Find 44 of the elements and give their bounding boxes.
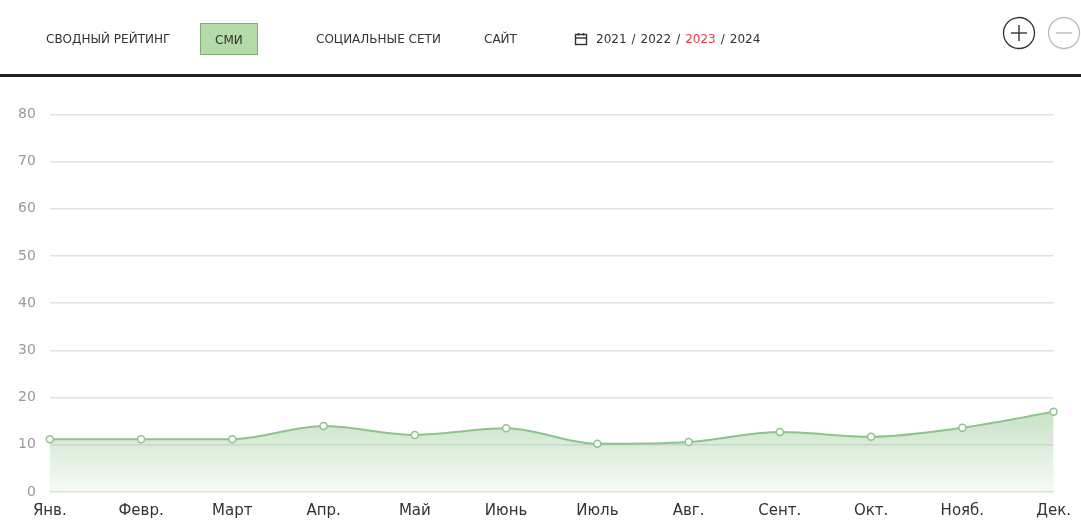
point — [775, 427, 785, 437]
x-tick-label: Апр. — [306, 500, 341, 519]
y-tick-label: 0 — [26, 482, 36, 499]
text: / — [720, 32, 725, 46]
text: 2024 — [729, 32, 761, 46]
x-tick-label: Нояб. — [940, 500, 985, 519]
text: СМИ — [200, 23, 258, 55]
point — [593, 439, 602, 449]
y-tick-label: 70 — [17, 152, 36, 169]
x-tick-label: Янв. — [32, 500, 67, 519]
y-tick-label: 10 — [17, 435, 36, 452]
text: САЙТ — [483, 30, 518, 48]
point — [684, 437, 693, 447]
point — [228, 434, 237, 444]
y-tick-label: 60 — [17, 199, 36, 216]
text: 2021 — [596, 32, 627, 46]
point — [1049, 407, 1058, 417]
text: 2023 — [685, 32, 716, 46]
x-tick-label: Июнь — [484, 500, 528, 519]
point — [319, 421, 328, 431]
point — [410, 430, 420, 440]
text: СОЦИАЛЬНЫЕ СЕТИ — [315, 31, 442, 48]
y-tick-label: 20 — [17, 388, 36, 405]
y-tick-label: 30 — [17, 341, 36, 358]
y-tick-label: 50 — [17, 246, 36, 263]
point — [958, 423, 967, 433]
x-tick-label: Февр. — [118, 500, 164, 519]
point — [501, 424, 511, 433]
point — [136, 434, 146, 444]
y-tick-label: 80 — [17, 105, 36, 122]
text: / — [676, 32, 681, 46]
x-tick-label: Март — [212, 500, 253, 519]
x-tick-label: Сент. — [758, 500, 802, 519]
x-tick-label: Авг. — [672, 500, 705, 519]
point — [45, 434, 55, 444]
x-tick-label: Окт. — [853, 500, 889, 519]
point — [866, 432, 876, 442]
x-tick-label: Дек. — [1036, 500, 1071, 519]
y-tick-label: 40 — [17, 293, 36, 310]
x-tick-label: Июль — [576, 500, 619, 519]
text: СВОДНЫЙ РЕЙТИНГ — [45, 30, 172, 48]
text: / — [631, 32, 636, 46]
x-tick-label: Май — [398, 500, 431, 519]
text: 2022 — [640, 32, 672, 46]
